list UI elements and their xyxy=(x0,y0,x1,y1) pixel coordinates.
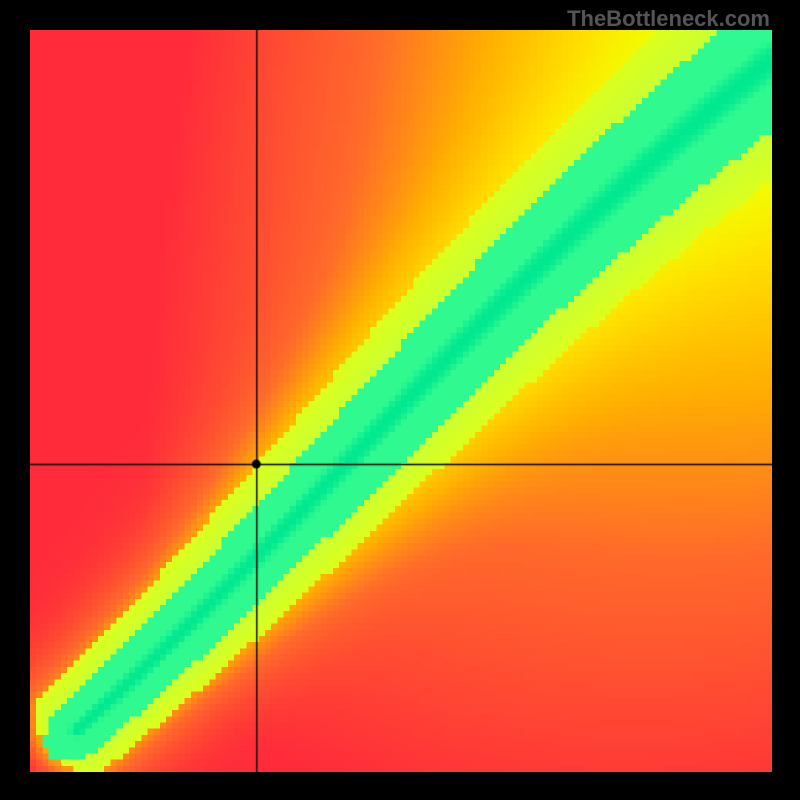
watermark-text: TheBottleneck.com xyxy=(567,6,770,32)
chart-container: { "watermark": { "text": "TheBottleneck.… xyxy=(0,0,800,800)
bottleneck-heatmap xyxy=(30,30,772,772)
